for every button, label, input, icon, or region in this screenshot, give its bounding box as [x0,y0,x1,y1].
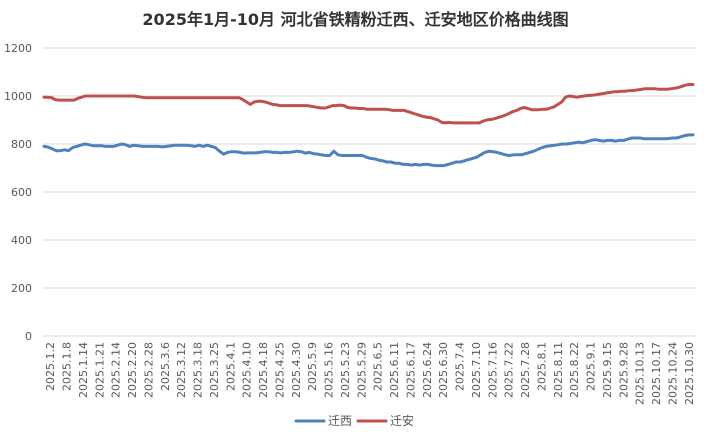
legend-label: 迁西 [328,414,352,428]
x-tick-label: 2025.2.20 [126,342,139,398]
x-tick-label: 2025.4.18 [257,342,270,398]
x-tick-label: 2025.10.24 [666,342,679,405]
y-tick-label: 400 [11,234,32,247]
x-tick-label: 2025.7.16 [486,342,499,398]
x-tick-label: 2025.5.29 [355,342,368,398]
series-lines [42,83,695,168]
x-tick-label: 2025.7.28 [519,342,532,398]
x-tick-label: 2025.4.30 [290,342,303,398]
x-tick-label: 2025.3.12 [175,342,188,398]
y-tick-label: 1200 [4,42,32,55]
x-tick-label: 2025.3.25 [208,342,221,398]
x-tick-label: 2025.10.17 [650,342,663,405]
x-tick-label: 2025.5.23 [339,342,352,398]
x-tick-label: 2025.1.21 [93,342,106,398]
y-tick-label: 600 [11,186,32,199]
x-tick-label: 2025.7.22 [503,342,516,398]
legend: 迁西 迁安 [294,413,414,428]
x-tick-label: 2025.4.10 [241,342,254,398]
x-tick-label: 2025.9.15 [601,342,614,398]
x-tick-label: 2025.1.14 [77,342,90,398]
x-tick-label: 2025.7.4 [454,342,467,391]
y-tick-label: 1000 [4,90,32,103]
x-tick-label: 2025.3.18 [192,342,205,398]
x-tick-label: 2025.1.2 [44,342,57,391]
x-tick-label: 2025.6.11 [388,342,401,398]
x-tick-label: 2025.8.11 [552,342,565,398]
x-tick-label: 2025.8.22 [568,342,581,398]
x-tick-label: 2025.10.30 [683,342,696,405]
x-tick-label: 2025.10.13 [634,342,647,405]
x-tick-label: 2025.9.28 [617,342,630,398]
x-tick-label: 2025.1.8 [61,342,74,391]
x-tick-label: 2025.6.17 [404,342,417,398]
x-tick-label: 2025.5.9 [306,342,319,391]
series-line [42,133,695,168]
x-tick-label: 2025.9.1 [585,342,598,391]
x-axis-tick-labels: 2025.1.2 2025.1.8 2025.1.14 2025.1.21 2025.2… [44,342,696,405]
chart-title: 2025年1月-10月 河北省铁精粉迁西、迁安地区价格曲线图 [142,10,569,29]
y-tick-label: 200 [11,282,32,295]
y-axis-tick-labels: 0 200 400 600 800 1000 1200 [4,42,32,343]
x-tick-label: 2025.6.30 [437,342,450,398]
gridlines [42,47,697,337]
x-tick-label: 2025.2.28 [142,342,155,398]
x-tick-label: 2025.2.14 [110,342,123,398]
series-line [42,83,695,125]
x-tick-label: 2025.4.1 [224,342,237,391]
y-tick-label: 0 [25,330,32,343]
x-tick-label: 2025.8.1 [535,342,548,391]
x-tick-label: 2025.7.10 [470,342,483,398]
x-tick-label: 2025.5.16 [323,342,336,398]
x-tick-label: 2025.3.6 [159,342,172,391]
x-tick-label: 2025.6.24 [421,342,434,398]
x-tick-label: 2025.6.5 [372,342,385,391]
x-tick-label: 2025.4.25 [273,342,286,398]
legend-label: 迁安 [390,413,414,428]
y-tick-label: 800 [11,138,32,151]
